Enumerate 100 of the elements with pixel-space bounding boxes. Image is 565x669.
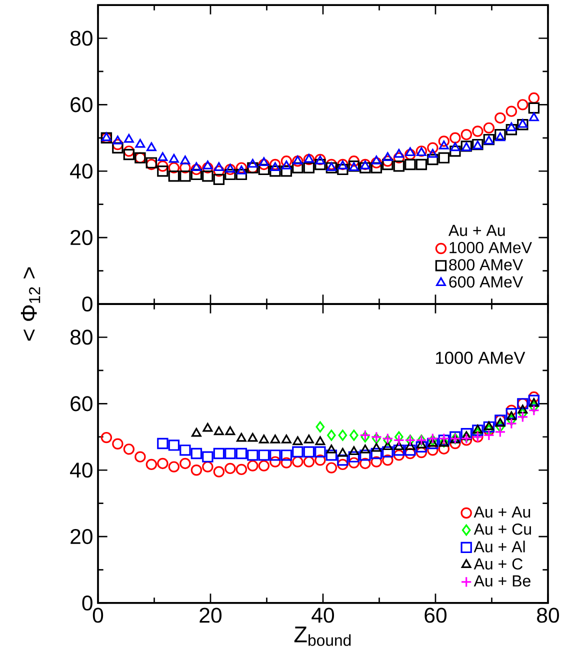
point	[326, 444, 336, 454]
point	[494, 112, 506, 124]
point	[416, 440, 426, 448]
point	[224, 164, 236, 176]
point	[382, 446, 394, 458]
point	[292, 446, 304, 458]
point	[213, 174, 225, 186]
point	[180, 458, 191, 470]
point	[450, 146, 461, 157]
point	[360, 450, 371, 461]
point	[191, 162, 202, 171]
point	[506, 404, 518, 416]
point	[382, 454, 394, 466]
point	[416, 158, 428, 170]
point	[450, 438, 461, 450]
point	[438, 136, 450, 147]
point	[202, 162, 214, 174]
point	[168, 461, 180, 472]
point	[270, 434, 280, 444]
x-tick-label: 20	[200, 608, 222, 623]
point	[484, 421, 494, 430]
point	[371, 156, 382, 164]
point	[528, 92, 540, 104]
point	[112, 138, 124, 150]
point	[370, 448, 382, 460]
point	[247, 460, 258, 472]
point	[495, 418, 506, 427]
legend-label: 600 AMeV	[449, 276, 524, 288]
point	[393, 450, 405, 461]
point	[518, 404, 528, 414]
point	[135, 138, 146, 148]
point	[517, 119, 528, 130]
point	[270, 162, 280, 171]
point	[190, 168, 202, 180]
point	[350, 430, 358, 441]
point	[337, 458, 348, 470]
point	[517, 99, 528, 110]
legend-label: Au + Be	[474, 575, 530, 587]
point	[248, 432, 258, 442]
point	[314, 454, 326, 466]
point	[428, 148, 438, 158]
point	[112, 142, 124, 154]
point	[393, 160, 405, 172]
point	[360, 162, 371, 174]
point	[460, 128, 472, 140]
point	[404, 148, 416, 160]
point	[202, 461, 214, 472]
point	[483, 430, 495, 441]
point	[472, 424, 484, 436]
point	[394, 148, 404, 158]
point	[427, 444, 438, 456]
point	[461, 431, 472, 440]
point	[146, 142, 156, 152]
point	[528, 391, 540, 403]
point	[270, 456, 281, 468]
point	[528, 102, 540, 114]
legend-label: Au + Au	[474, 506, 530, 518]
y-tick-label: 0	[82, 296, 92, 312]
x-tick-label: 0	[92, 608, 104, 623]
point	[248, 158, 258, 168]
point	[213, 448, 225, 460]
point	[506, 408, 518, 420]
point	[258, 157, 269, 166]
point	[157, 166, 168, 177]
point	[371, 442, 382, 452]
point	[225, 164, 236, 173]
point	[370, 157, 382, 168]
point	[303, 154, 315, 166]
point	[507, 414, 516, 426]
point	[483, 421, 495, 433]
point	[292, 436, 303, 446]
legend-label: Au + Cu	[474, 523, 531, 535]
point	[190, 164, 202, 176]
y-axis-title: < Φ$_{12}$ >	[20, 267, 40, 341]
y-tick-label: 40	[70, 462, 92, 478]
point	[213, 166, 225, 177]
point	[450, 142, 460, 152]
point	[404, 448, 416, 460]
y-tick-label: 80	[70, 30, 92, 46]
legend-label: 1000 AMeV	[450, 242, 532, 254]
legend-label: Au + Al	[474, 540, 525, 552]
point	[100, 432, 112, 444]
y-tick-label: 60	[70, 97, 92, 112]
y-tick-label: 20	[70, 230, 92, 246]
point	[506, 122, 516, 132]
point	[326, 162, 336, 171]
point	[370, 162, 382, 174]
point	[506, 106, 518, 117]
point	[281, 160, 292, 170]
point	[280, 450, 292, 461]
point	[258, 460, 270, 472]
point	[327, 430, 336, 441]
annotation: 1000 AMeV	[436, 352, 526, 364]
point	[303, 456, 315, 468]
point	[202, 422, 213, 432]
point	[123, 146, 135, 157]
point	[124, 134, 134, 143]
y-tick-label: 60	[70, 396, 92, 412]
point	[280, 166, 292, 177]
point	[405, 147, 416, 156]
